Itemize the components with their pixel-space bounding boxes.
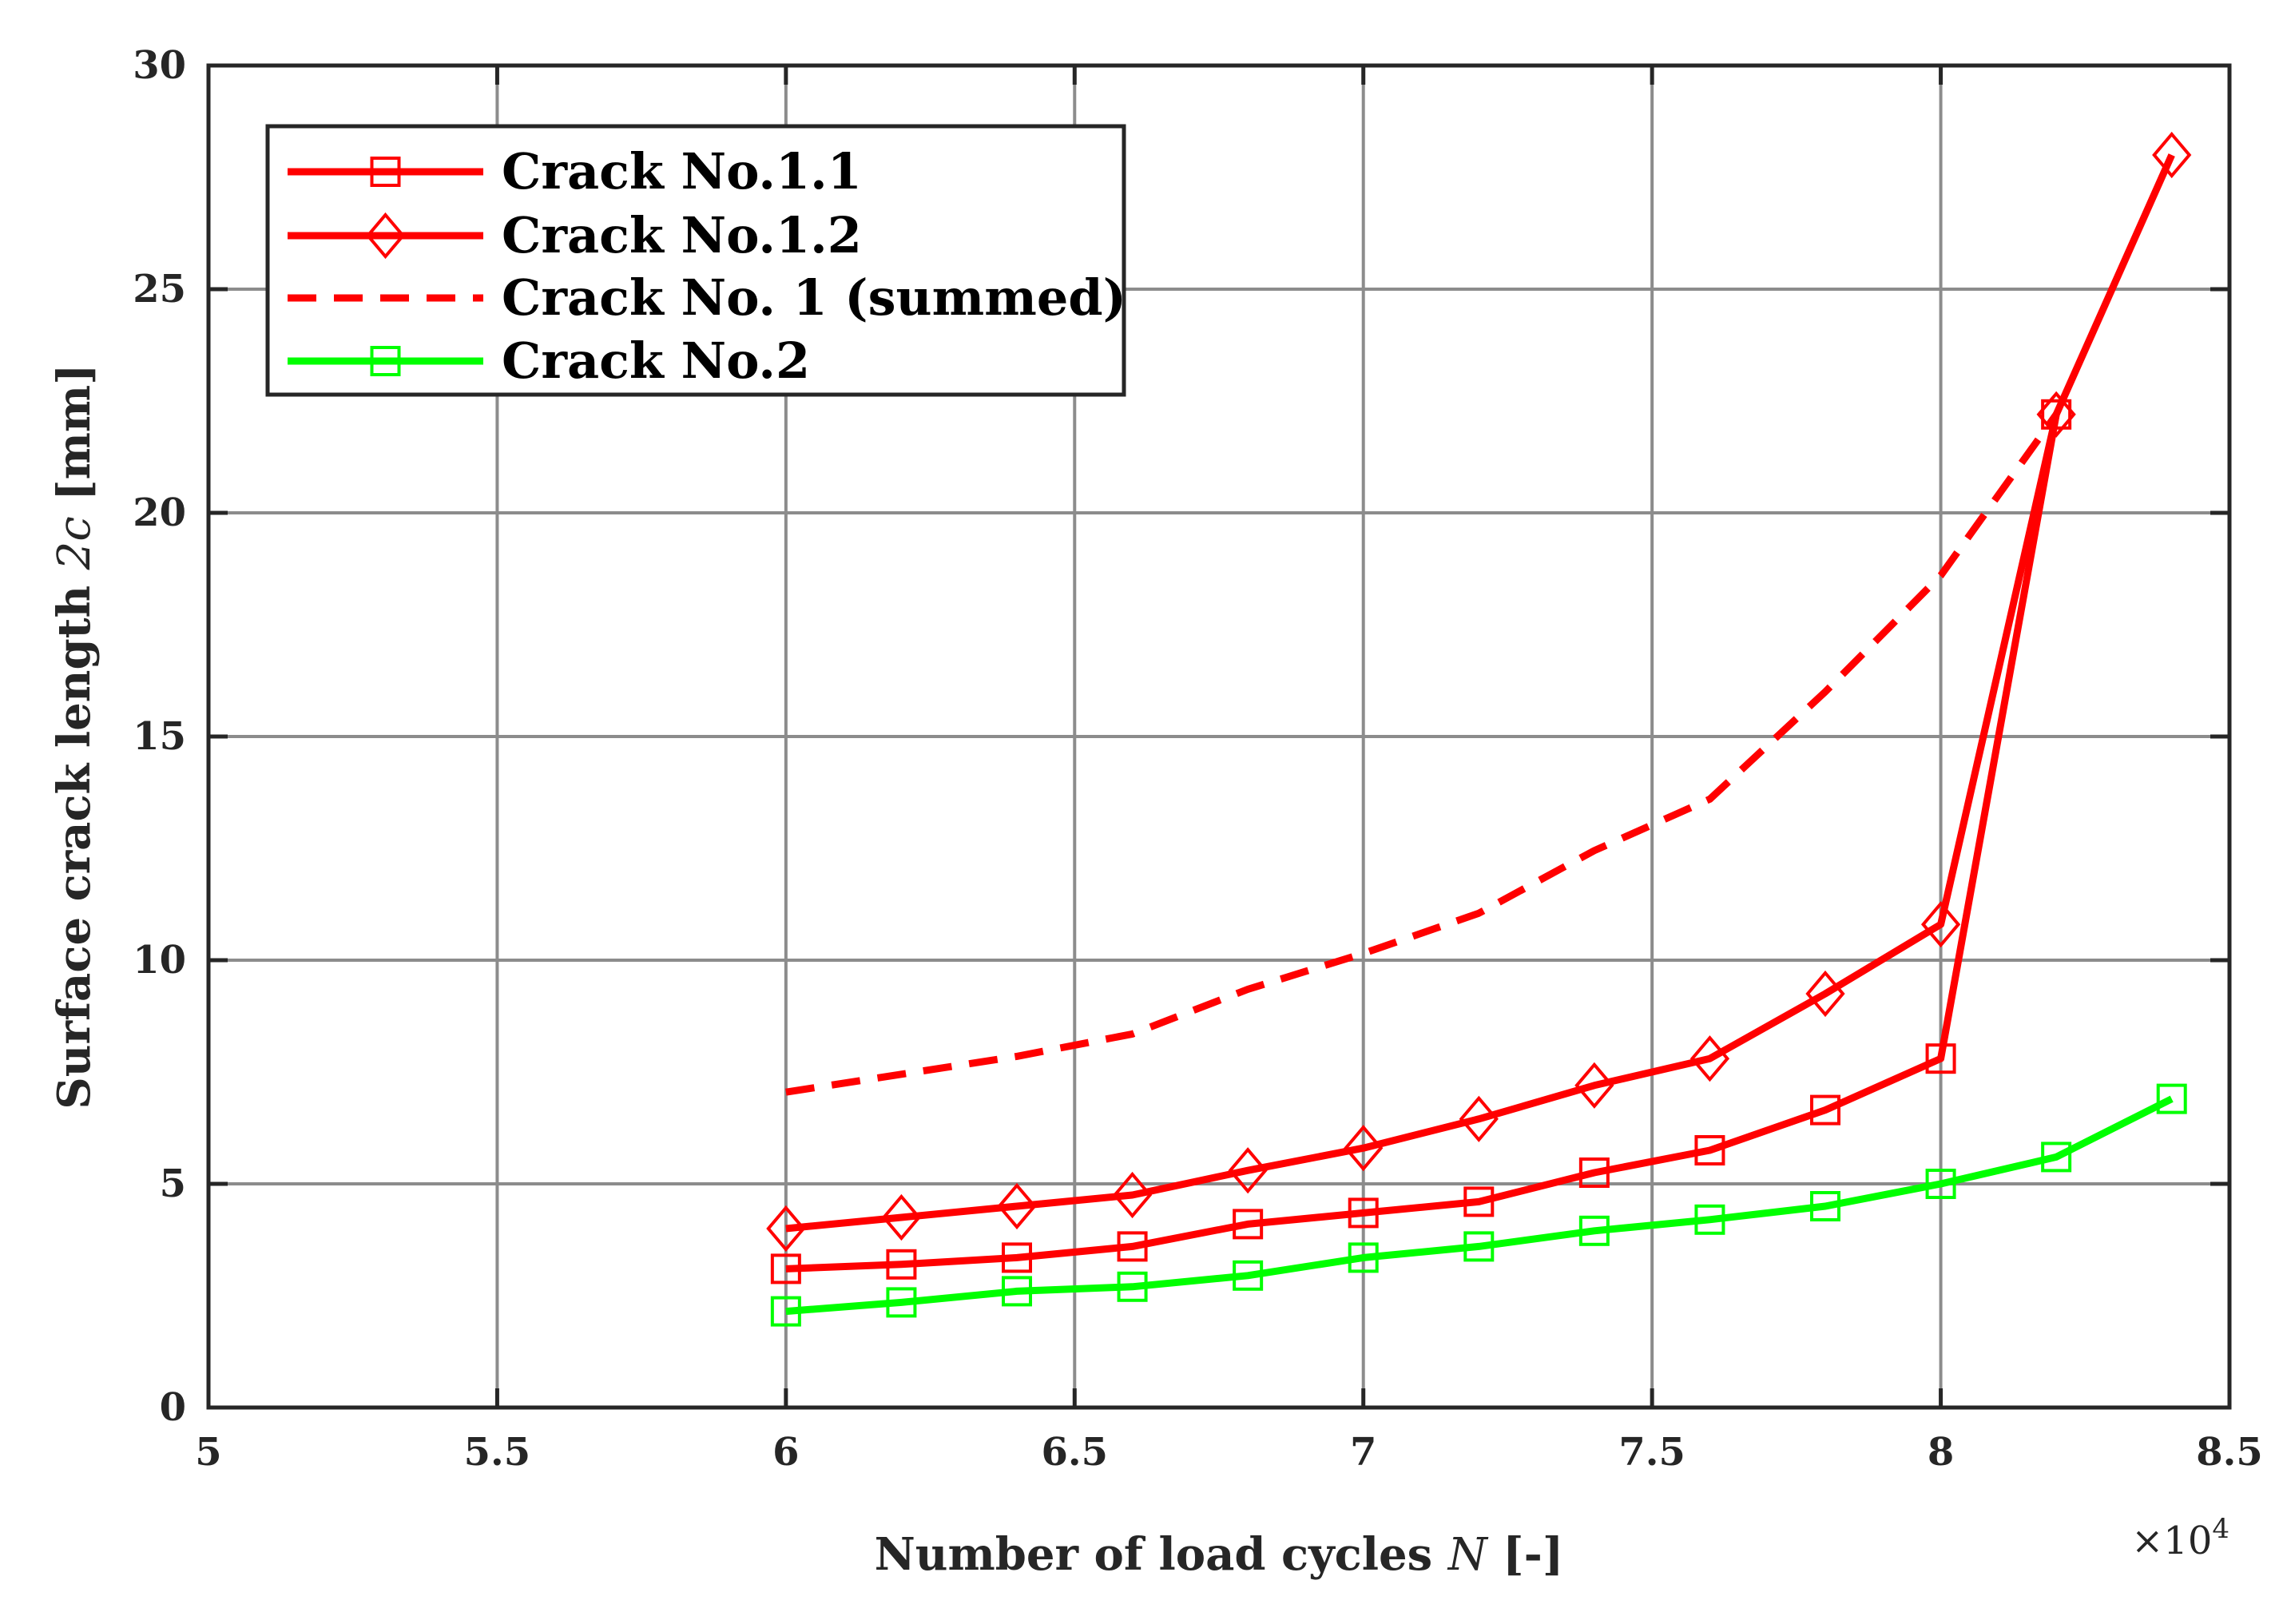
data-point — [1925, 1043, 1956, 1074]
data-point — [1689, 1035, 1730, 1082]
data-point — [1810, 1191, 1840, 1221]
series-4 — [770, 1083, 2187, 1327]
x-tick-label: 8 — [1928, 1430, 1954, 1475]
data-point — [770, 1296, 801, 1327]
legend-marker — [370, 346, 401, 376]
data-point — [1344, 1125, 1384, 1172]
data-point — [1578, 1157, 1610, 1188]
x-tick-label: 5.5 — [464, 1430, 531, 1475]
data-point — [1112, 1171, 1153, 1219]
data-point — [770, 1253, 801, 1285]
legend-item: Crack No.1.2 — [288, 206, 862, 264]
x-axis-exponent: ×104 — [2131, 1513, 2229, 1563]
data-point — [1459, 1095, 1499, 1142]
y-tick-label: 25 — [133, 267, 186, 312]
y-axis-label: Surface crack length 2c [mm] — [48, 363, 101, 1109]
data-point — [766, 1205, 806, 1253]
data-point — [881, 1193, 922, 1241]
series-3 — [785, 412, 2059, 1096]
series-group — [766, 131, 2192, 1327]
x-tick-label: 5 — [195, 1430, 221, 1475]
data-point — [1463, 1231, 1495, 1262]
y-tick-label: 20 — [133, 490, 186, 535]
legend-label: Crack No.1.2 — [502, 206, 862, 264]
legend-item: Crack No. 1 (summed) — [288, 268, 1126, 327]
data-point — [1574, 1062, 1614, 1109]
y-axis-variable: 2c — [49, 516, 101, 570]
data-point — [1002, 1276, 1032, 1307]
x-tick-label: 7.5 — [1618, 1430, 1685, 1475]
legend-label: Crack No.2 — [502, 332, 810, 390]
legend-label: Crack No.1.1 — [502, 142, 862, 201]
data-point — [1805, 970, 1845, 1018]
data-point — [1348, 1197, 1379, 1229]
data-point — [1463, 1186, 1495, 1217]
data-point — [1578, 1215, 1610, 1246]
series-line — [785, 412, 2059, 1096]
data-point — [1348, 1242, 1379, 1273]
x-tick-label: 8.5 — [2196, 1430, 2263, 1475]
x-axis-variable: N — [1447, 1529, 1489, 1581]
data-point — [1233, 1209, 1264, 1240]
legend-item: Crack No.2 — [288, 332, 810, 390]
y-tick-label: 5 — [160, 1161, 186, 1206]
data-point — [886, 1287, 917, 1318]
x-tick-label: 7 — [1350, 1430, 1376, 1475]
y-tick-label: 10 — [133, 938, 186, 983]
data-point — [1694, 1204, 1725, 1235]
x-tick-label: 6 — [772, 1430, 799, 1475]
x-axis-exponent-power: 4 — [2212, 1513, 2229, 1545]
data-point — [1810, 1094, 1840, 1126]
legend-marker — [365, 212, 406, 260]
data-point — [1117, 1231, 1148, 1262]
data-point — [1117, 1271, 1148, 1302]
series-2 — [766, 131, 2192, 1253]
series-line — [785, 1095, 2174, 1316]
series-1 — [770, 399, 2072, 1285]
data-point — [1228, 1147, 1268, 1194]
series-line — [785, 414, 2060, 1273]
data-point — [1925, 1169, 1956, 1199]
data-point — [2156, 1083, 2187, 1114]
data-point — [1694, 1135, 1725, 1165]
data-point — [886, 1249, 917, 1280]
legend-item: Crack No.1.1 — [288, 142, 862, 201]
legend-marker — [370, 157, 401, 187]
series-line — [785, 153, 2175, 1233]
y-tick-label: 30 — [133, 43, 186, 88]
legend-label: Crack No. 1 (summed) — [502, 268, 1126, 327]
y-tick-label: 0 — [160, 1385, 186, 1430]
data-point — [2036, 391, 2076, 438]
y-tick-label: 15 — [133, 714, 186, 759]
grid — [208, 66, 2229, 1408]
data-point — [1233, 1260, 1264, 1291]
data-point — [997, 1182, 1037, 1230]
data-point — [2152, 131, 2192, 179]
x-tick-label: 6.5 — [1042, 1430, 1109, 1475]
x-axis-label: Number of load cycles N [-] — [875, 1528, 1564, 1581]
data-point — [2041, 1142, 2072, 1173]
data-point — [1002, 1242, 1032, 1273]
data-point — [1920, 901, 1961, 948]
